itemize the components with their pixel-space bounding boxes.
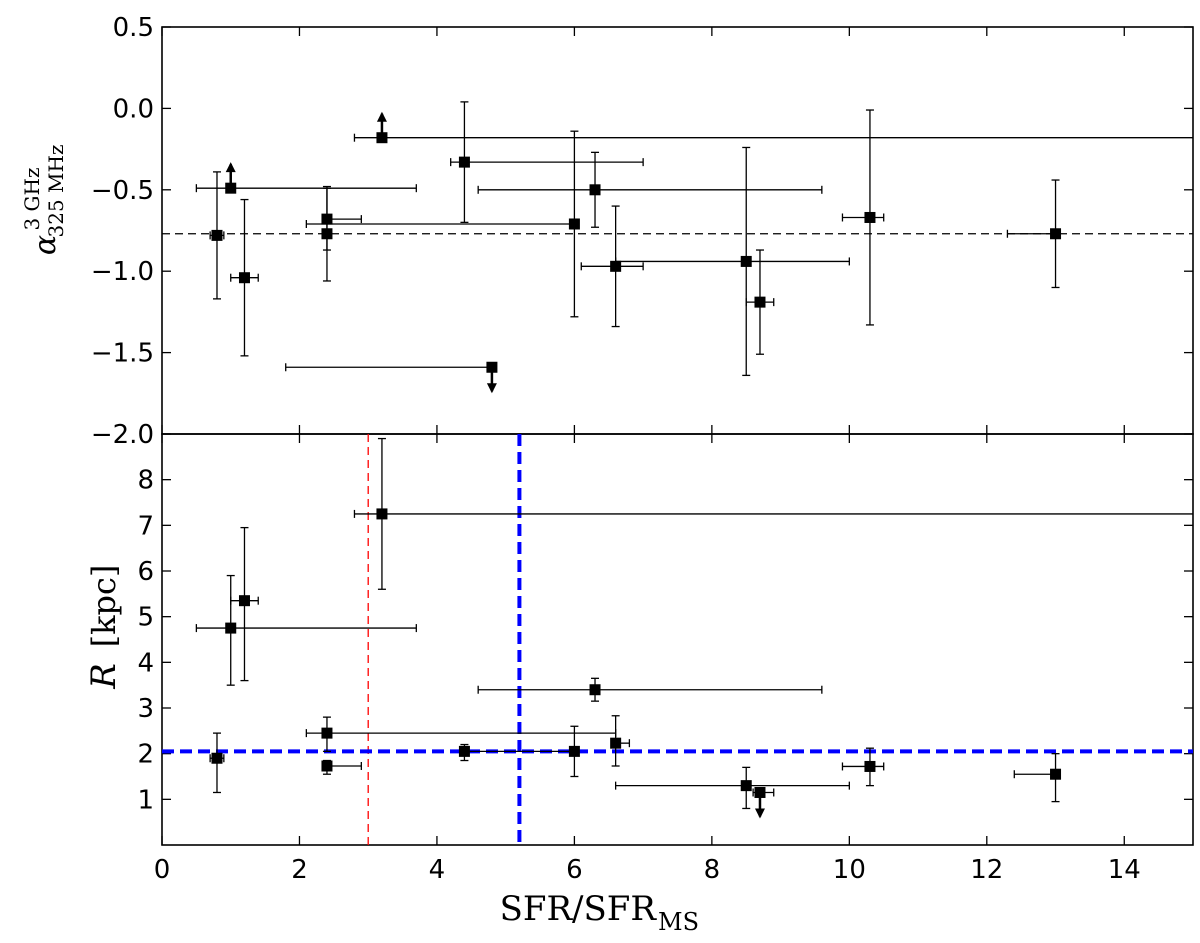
- square-marker: [740, 255, 752, 267]
- xtick-label: 0: [154, 855, 171, 885]
- square-marker: [864, 211, 876, 223]
- top-ylabel-superscript: 3 GHz: [20, 167, 44, 230]
- square-marker: [589, 684, 601, 696]
- top-frame: [161, 26, 1194, 435]
- square-marker: [568, 218, 580, 230]
- limit-arrow-head: [754, 808, 765, 819]
- top-data-point: [305, 130, 580, 318]
- top-ytick-label: 0.0: [113, 94, 154, 124]
- top-data-point: [614, 146, 850, 377]
- top-data-point: [321, 185, 333, 282]
- bottom-ytick-label: 5: [137, 603, 154, 633]
- top-data-point: [745, 249, 775, 355]
- square-marker: [225, 622, 237, 634]
- xtick-label: 4: [429, 855, 446, 885]
- top-data-point: [230, 198, 259, 357]
- xtick-label: 2: [291, 855, 308, 885]
- xlabel: SFR/SFR MS: [500, 889, 699, 936]
- limit-arrow-head: [376, 111, 387, 122]
- square-marker: [321, 760, 333, 772]
- square-marker: [754, 786, 766, 798]
- bottom-ytick-label: 3: [137, 694, 154, 724]
- square-marker: [1050, 768, 1062, 780]
- bottom-data-point: [230, 526, 259, 682]
- square-marker: [458, 156, 470, 168]
- top-data-point: [450, 101, 644, 224]
- top-ytick-label: 0.5: [113, 13, 154, 43]
- xlabel-main: SFR/SFR: [500, 889, 658, 929]
- bottom-ytick-label: 8: [137, 466, 154, 496]
- bottom-ylabel: R [kpc]: [84, 565, 124, 690]
- bottom-data-point: [1013, 753, 1062, 803]
- square-marker: [754, 296, 766, 308]
- square-marker: [376, 508, 388, 520]
- bottom-ylabel-symbol: R: [84, 663, 124, 690]
- square-marker: [864, 760, 876, 772]
- bottom-ytick-label: 1: [137, 785, 154, 815]
- top-data-point: [285, 361, 498, 394]
- top-ylabel: α 3 GHz 325 MHz: [20, 145, 68, 256]
- square-marker: [568, 745, 580, 757]
- top-ytick-label: −0.5: [91, 176, 154, 206]
- bottom-ytick-label: 2: [137, 740, 154, 770]
- top-data-point: [841, 109, 885, 326]
- xtick-label: 6: [566, 855, 583, 885]
- bottom-data-point: [209, 732, 225, 794]
- square-marker: [610, 260, 622, 272]
- square-marker: [238, 595, 250, 607]
- limit-arrow-head: [486, 383, 497, 394]
- bottom-data-point: [321, 759, 362, 775]
- top-ytick-label: −2.0: [91, 420, 154, 450]
- bottom-ytick-label: 7: [137, 511, 154, 541]
- bottom-ytick-label: 4: [137, 648, 154, 678]
- xtick-label: 12: [970, 855, 1003, 885]
- bottom-data-point: [477, 677, 823, 702]
- top-ytick-label: −1.0: [91, 257, 154, 287]
- top-data-point: [209, 171, 225, 300]
- square-marker: [321, 727, 333, 739]
- top-ylabel-symbol: α: [28, 235, 63, 255]
- square-marker: [610, 737, 622, 749]
- square-marker: [1050, 228, 1062, 240]
- square-marker: [740, 780, 752, 792]
- square-marker: [458, 745, 470, 757]
- square-marker: [321, 228, 333, 240]
- bottom-ytick-label: 6: [137, 557, 154, 587]
- square-marker: [376, 132, 388, 144]
- square-marker: [238, 272, 250, 284]
- top-data-point: [477, 151, 823, 228]
- square-marker: [486, 361, 498, 373]
- bottom-frame: [161, 433, 1194, 846]
- top-ylabel-subscript: 325 MHz: [44, 145, 68, 238]
- top-ytick-label: −1.5: [91, 339, 154, 369]
- xtick-label: 10: [833, 855, 866, 885]
- square-marker: [211, 229, 223, 241]
- bottom-data-point: [614, 766, 850, 810]
- top-panel: −2.0 −1.5 −1.0 −0.5 0.0 0.5: [91, 13, 1194, 450]
- xtick-label: 14: [1108, 855, 1141, 885]
- limit-arrow-head: [225, 162, 236, 173]
- top-data-point: [1006, 179, 1062, 289]
- bottom-data-point: [610, 715, 631, 767]
- xlabel-subscript: MS: [658, 908, 699, 936]
- square-marker: [225, 182, 237, 194]
- square-marker: [589, 184, 601, 196]
- xtick-label: 8: [704, 855, 721, 885]
- bottom-data-point: [841, 747, 885, 787]
- bottom-data-point: [752, 786, 775, 819]
- bottom-data-point: [353, 437, 1193, 590]
- bottom-data-point: [195, 574, 417, 686]
- top-data-point: [353, 111, 1193, 144]
- square-marker: [211, 752, 223, 764]
- top-data-point: [580, 205, 644, 328]
- top-data-point: [195, 162, 417, 194]
- bottom-ylabel-unit: [kpc]: [85, 565, 123, 648]
- bottom-data-point: [568, 725, 580, 778]
